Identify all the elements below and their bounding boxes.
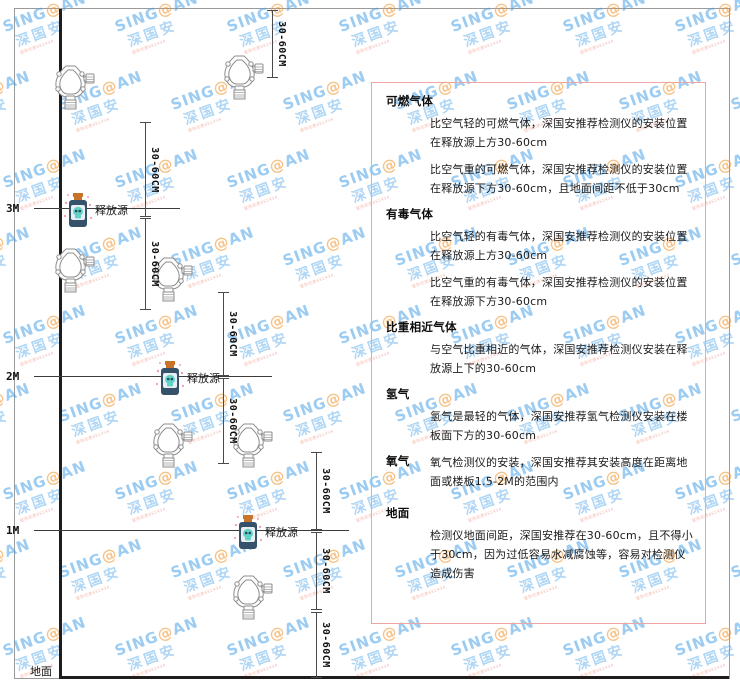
dimension-tick-bottom <box>218 463 229 464</box>
dim-upper-mid: 30-60CM <box>140 122 180 217</box>
release-source-3m-label: 释放源 <box>95 204 128 217</box>
dimension-bar <box>223 292 224 376</box>
guide-section-body: 与空气比重相近的气体，深国安推荐检测仪安装在释放源上下的30-60cm <box>430 340 693 378</box>
dimension-tick-top <box>140 122 151 123</box>
release-source-1m-label: 释放源 <box>265 526 298 539</box>
dim-mid-upper: 30-60CM <box>140 218 180 310</box>
dim-bottom-low: 30-60CM <box>311 612 351 678</box>
detector-low-left-icon <box>148 418 194 470</box>
dimension-tick-top <box>140 218 151 219</box>
dimension-label: 30-60CM <box>320 468 331 514</box>
guide-section-body: 氢气是最轻的气体，深国安推荐氢气检测仪安装在楼板面下方的30-60cm <box>430 407 693 445</box>
guide-section-body: 检测仪地面间距，深国安推荐在30-60cm，且不得小于30cm，因为过低容易水减… <box>430 526 693 583</box>
dimension-label: 30-60CM <box>276 21 287 67</box>
detector-mid-right-icon <box>148 252 194 304</box>
guide-section-1: 有毒气体比空气轻的有毒气体，深国安推荐检测仪的安装位置在释放源上方30-60cm… <box>386 206 693 311</box>
guide-paragraph: 比空气重的可燃气体，深国安推荐检测仪的安装位置在释放源下方30-60cm，且地面… <box>430 163 688 195</box>
guide-section-body: 比空气轻的有毒气体，深国安推荐检测仪的安装位置在释放源上方30-60cm 比空气重… <box>430 227 693 311</box>
dim-bottom-upper: 30-60CM <box>311 452 351 530</box>
dimension-tick-bottom <box>140 216 151 217</box>
dimension-label: 30-60CM <box>227 398 238 444</box>
dimension-tick-top <box>218 378 229 379</box>
guide-section-body: 氧气检测仪的安装，深国安推荐其安装高度在距离地面或楼板1.5-2M的范围内 <box>430 453 693 499</box>
guide-paragraph: 检测仪地面间距，深国安推荐在30-60cm，且不得小于30cm，因为过低容易水减… <box>430 529 693 580</box>
dimension-tick-top <box>267 10 278 11</box>
detector-bottom-icon <box>228 570 274 622</box>
guide-paragraph: 氧气检测仪的安装，深国安推荐其安装高度在距离地面或楼板1.5-2M的范围内 <box>430 456 688 488</box>
reference-line-1m <box>34 530 349 531</box>
dim-bottom-mid: 30-60CM <box>311 532 351 610</box>
guide-section-4: 氧气 氧气检测仪的安装，深国安推荐其安装高度在距离地面或楼板1.5-2M的范围内 <box>386 453 693 499</box>
dimension-bar <box>145 122 146 217</box>
detector-upper-left-icon <box>50 60 96 112</box>
dimension-tick-top <box>311 612 322 613</box>
detector-mid-left-icon <box>50 243 96 295</box>
dimension-tick-bottom <box>267 77 278 78</box>
dimension-tick-top <box>218 292 229 293</box>
dim-lower-upper: 30-60CM <box>218 378 258 464</box>
guide-paragraph: 氢气是最轻的气体，深国安推荐氢气检测仪安装在楼板面下方的30-60cm <box>430 410 688 442</box>
dim-top-right: 30-60CM <box>267 10 307 78</box>
dimension-label: 30-60CM <box>149 146 160 193</box>
reference-line-3m <box>34 208 180 209</box>
dimension-tick-bottom <box>140 309 151 310</box>
height-label-3m: 3M <box>6 202 20 215</box>
dimension-bar <box>316 532 317 610</box>
release-source-1m-icon <box>233 514 263 552</box>
dimension-label: 30-60CM <box>149 241 160 287</box>
guide-section-3: 氢气氢气是最轻的气体，深国安推荐氢气检测仪安装在楼板面下方的30-60cm <box>386 386 693 445</box>
dimension-label: 30-60CM <box>320 622 331 668</box>
dimension-tick-top <box>311 452 322 453</box>
guide-paragraph: 比空气轻的有毒气体，深国安推荐检测仪的安装位置在释放源上方30-60cm <box>430 230 688 262</box>
guide-section-0: 可燃气体比空气轻的可燃气体，深国安推荐检测仪的安装位置在释放源上方30-60cm… <box>386 93 693 198</box>
height-label-2m: 2M <box>6 370 20 383</box>
guide-paragraph: 比空气重的有毒气体，深国安推荐检测仪的安装位置在释放源下方30-60cm <box>430 276 688 308</box>
diagram-frame <box>14 8 730 679</box>
dimension-bar <box>272 10 273 78</box>
dimension-tick-bottom <box>218 375 229 376</box>
guide-section-heading: 比重相近气体 <box>386 320 457 334</box>
dimension-tick-top <box>311 532 322 533</box>
release-source-2m-icon <box>155 360 185 398</box>
guide-paragraph: 与空气比重相近的气体，深国安推荐检测仪安装在释放源上下的30-60cm <box>430 343 688 375</box>
dimension-tick-bottom <box>311 529 322 530</box>
guide-paragraph: 比空气轻的可燃气体，深国安推荐检测仪的安装位置在释放源上方30-60cm <box>430 117 688 149</box>
dimension-bar <box>316 452 317 530</box>
detector-low-right-icon <box>228 418 274 470</box>
release-source-3m-icon <box>63 192 93 230</box>
ground-line <box>59 676 729 679</box>
guide-section-heading: 有毒气体 <box>386 207 434 221</box>
dimension-tick-bottom <box>311 609 322 610</box>
dimension-label: 30-60CM <box>227 311 238 357</box>
guide-section-heading: 氧气 <box>386 454 410 468</box>
dimension-tick-bottom <box>311 677 322 678</box>
guide-section-5: 地面检测仪地面间距，深国安推荐在30-60cm，且不得小于30cm，因为过低容易… <box>386 505 693 583</box>
guide-section-heading: 氢气 <box>386 387 410 401</box>
reference-line-2m <box>34 376 272 377</box>
guide-section-body: 比空气轻的可燃气体，深国安推荐检测仪的安装位置在释放源上方30-60cm 比空气重… <box>430 114 693 198</box>
guide-section-2: 比重相近气体与空气比重相近的气体，深国安推荐检测仪安装在释放源上下的30-60c… <box>386 319 693 378</box>
guide-section-heading: 可燃气体 <box>386 94 434 108</box>
wall-left <box>59 9 62 679</box>
ground-label: 地面 <box>30 665 52 678</box>
dim-mid-lower: 30-60CM <box>218 292 258 376</box>
dimension-bar <box>223 378 224 464</box>
dimension-bar <box>145 218 146 310</box>
release-source-2m-label: 释放源 <box>187 372 220 385</box>
dimension-bar <box>316 612 317 678</box>
dimension-label: 30-60CM <box>320 548 331 594</box>
guide-section-heading: 地面 <box>386 506 410 520</box>
installation-guide-panel: 可燃气体比空气轻的可燃气体，深国安推荐检测仪的安装位置在释放源上方30-60cm… <box>371 82 706 624</box>
height-label-1m: 1M <box>6 524 20 537</box>
detector-upper-right-icon <box>219 50 265 102</box>
